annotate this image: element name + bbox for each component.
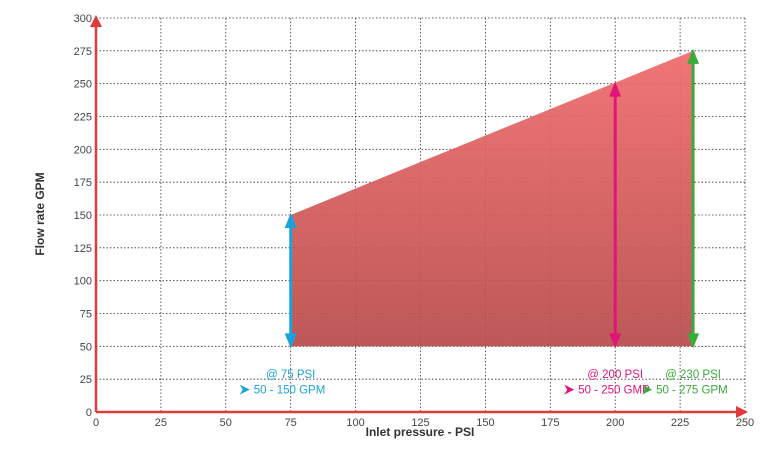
flow-region — [290, 50, 694, 347]
y-tick-label: 200 — [74, 144, 92, 156]
y-tick-label: 75 — [80, 309, 92, 321]
x-tick-label: 200 — [606, 417, 624, 429]
annotation-range: 50 - 250 GMP — [578, 385, 650, 397]
x-tick-label: 25 — [155, 417, 167, 429]
range-arrow-head-bottom — [284, 333, 297, 349]
annotation-pressure: @ 200 PSI — [587, 369, 643, 381]
y-tick-label: 225 — [74, 112, 92, 124]
annotation-range: 50 - 150 GPM — [254, 385, 326, 397]
y-tick-label: 175 — [74, 177, 92, 189]
x-tick-label: 225 — [671, 417, 689, 429]
y-tick-label: 50 — [80, 341, 92, 353]
range-arrow-head-top — [609, 81, 622, 97]
flow-area — [290, 50, 694, 347]
x-axis-title: Inlet pressure - PSI — [366, 425, 475, 439]
y-tick-label: 275 — [74, 46, 92, 58]
x-tick-label: 125 — [411, 417, 429, 429]
annotation-bullet-icon — [564, 384, 575, 395]
range-arrows — [284, 48, 700, 349]
y-tick-label: 300 — [74, 13, 92, 25]
annotation-range: 50 - 275 GPM — [656, 385, 728, 397]
tick-labels: 0 25 50 75 100 125 150 175 200 225 250 0 25 50 75 100 12… — [74, 13, 755, 429]
y-tick-label: 0 — [86, 407, 92, 419]
range-arrow-head-top — [284, 213, 297, 228]
annotation-pressure: @ 75 PSI — [266, 369, 315, 381]
x-tick-label: 75 — [285, 417, 297, 429]
x-tick-label: 250 — [736, 417, 754, 429]
y-tick-label: 125 — [74, 243, 92, 255]
range-arrow-head-bottom — [609, 333, 622, 349]
range-arrow-head-bottom — [687, 333, 700, 349]
x-tick-label: 50 — [220, 417, 232, 429]
y-tick-label: 250 — [74, 79, 92, 91]
annotation-bullet-icon — [239, 384, 250, 395]
x-tick-label: 0 — [93, 417, 99, 429]
x-tick-label: 100 — [346, 417, 364, 429]
x-axis-arrowhead — [736, 406, 748, 418]
y-tick-label: 150 — [74, 210, 92, 222]
y-axis-title: Flow rate GPM — [33, 172, 47, 255]
range-arrow-75psi — [284, 213, 297, 349]
axes — [90, 15, 748, 418]
y-tick-label: 25 — [80, 374, 92, 386]
y-tick-label: 100 — [74, 276, 92, 288]
y-axis-arrowhead — [90, 15, 102, 27]
range-arrow-head-top — [687, 48, 700, 64]
annotations: @ 75 PSI 50 - 150 GPM @ 200 PSI 50 - 250 GM… — [239, 369, 728, 397]
annotation-bullet-icon — [642, 384, 653, 395]
annotation-pressure: @ 230 PSI — [665, 369, 721, 381]
x-tick-label: 150 — [476, 417, 494, 429]
range-arrow-230psi — [687, 48, 700, 349]
range-arrow-200psi — [609, 81, 622, 349]
x-tick-label: 175 — [541, 417, 559, 429]
